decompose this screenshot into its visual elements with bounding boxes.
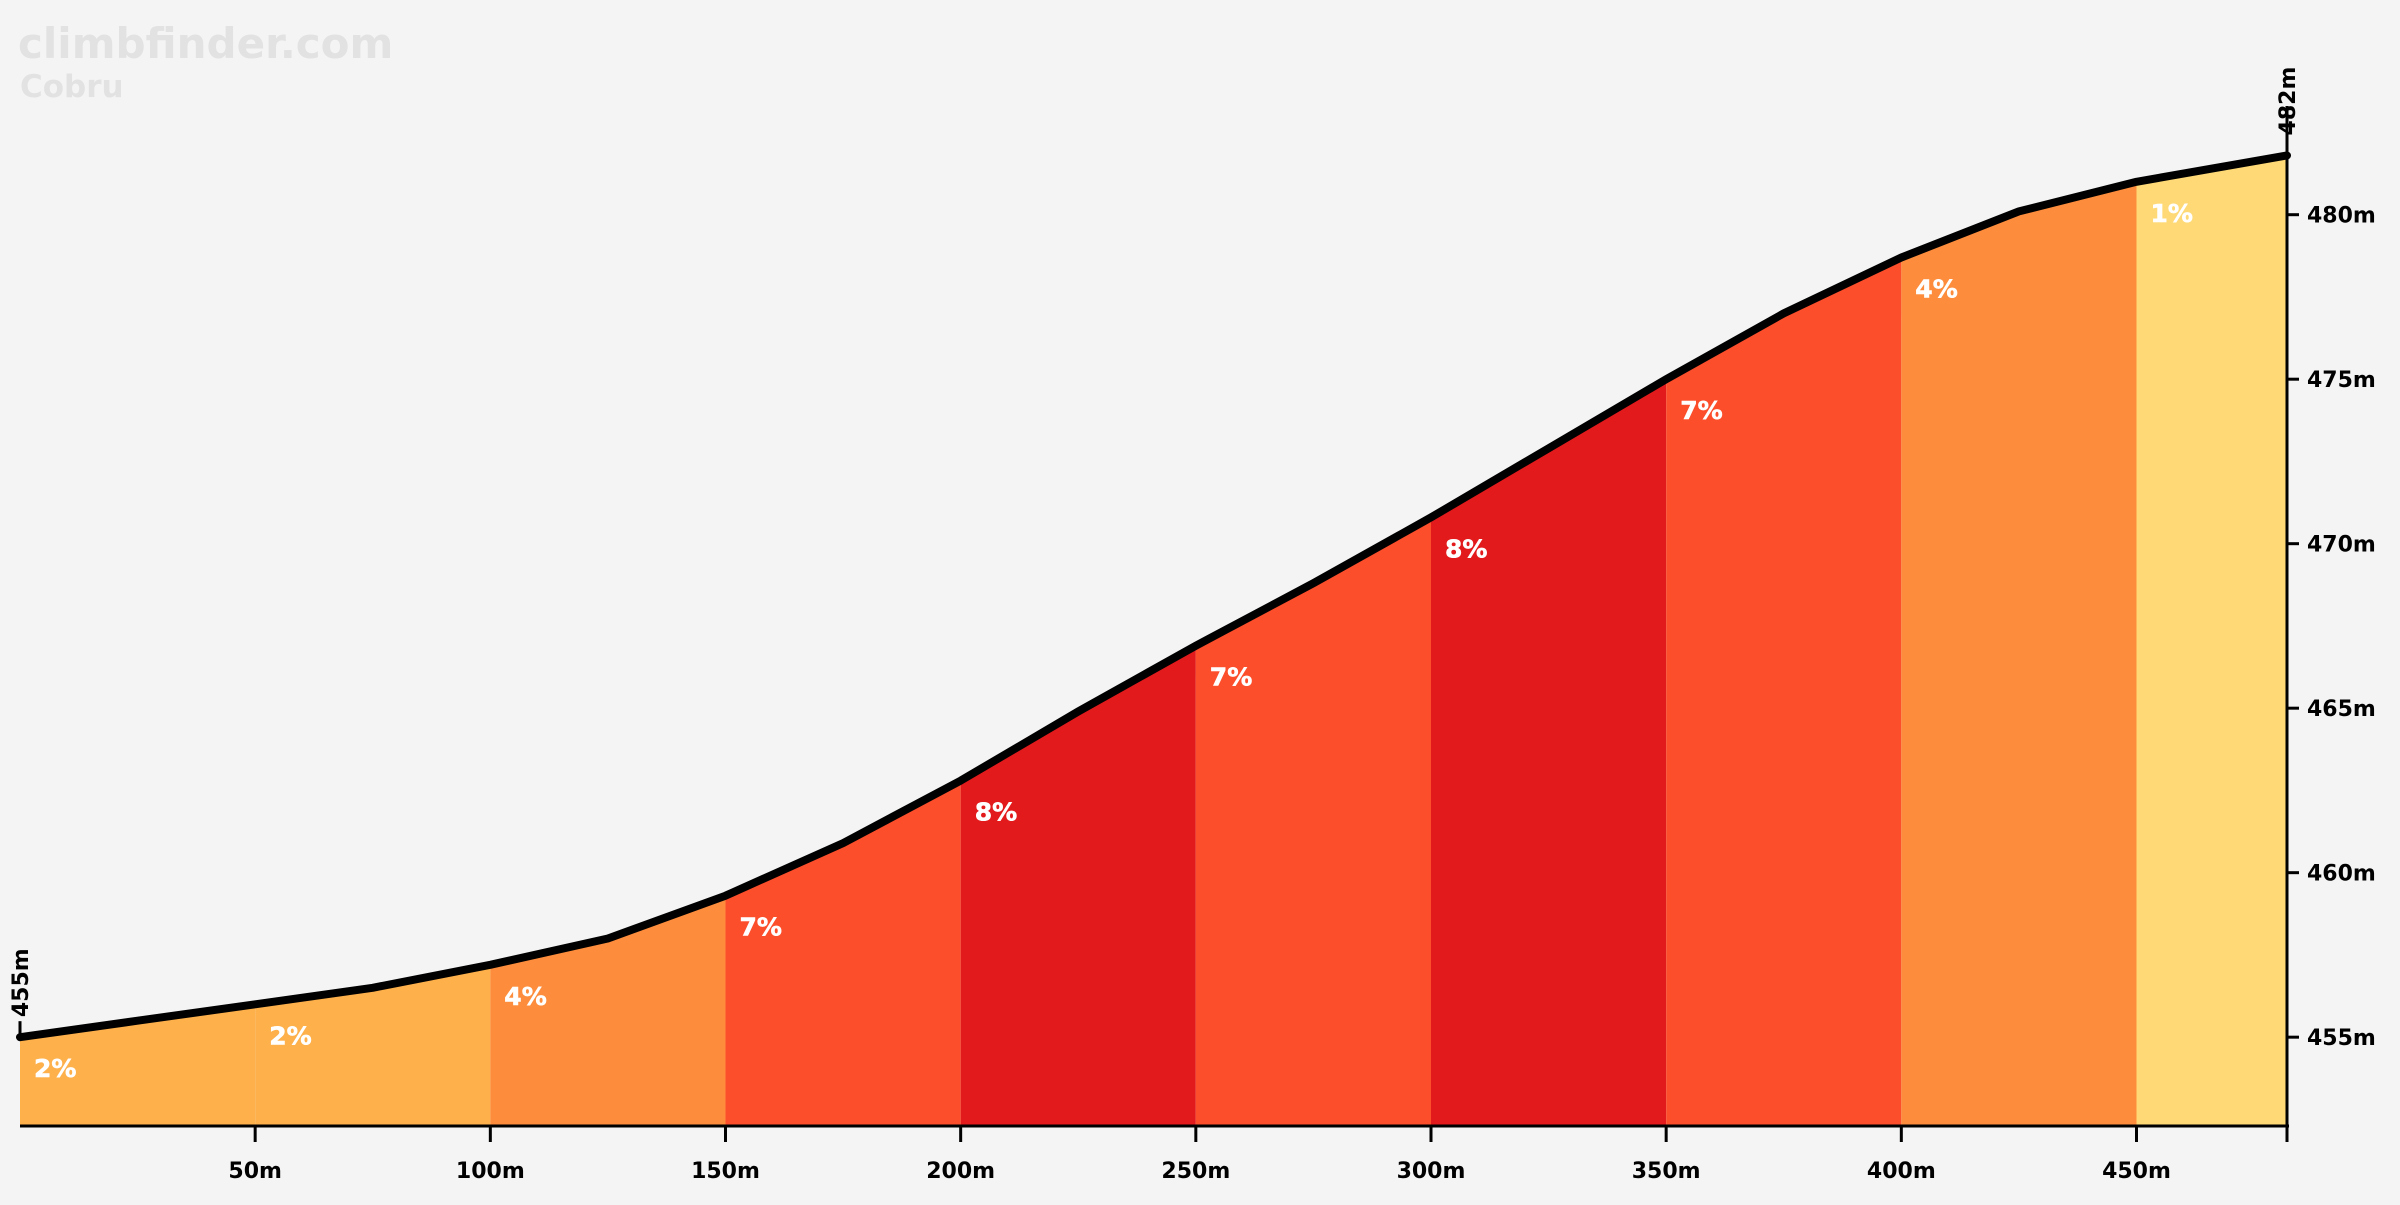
grade-label-5: 8% [975, 798, 1017, 827]
gradient-segment-5 [960, 645, 1196, 1126]
y-tick-label-2: 460m [2307, 862, 2376, 887]
gradient-segment-10 [2136, 155, 2287, 1126]
grade-label-7: 8% [1445, 534, 1487, 563]
y-tick-label-1: 455m [2307, 1026, 2376, 1051]
gradient-segment-9 [1901, 181, 2137, 1127]
x-tick-label-3: 150m [691, 1159, 760, 1184]
x-tick-label-2: 100m [456, 1159, 525, 1184]
axes: 50m 100m 150m 200m 250m 300m 350m 400m 450m 455m 4… [9, 67, 2376, 1184]
x-tick-label-5: 250m [1161, 1159, 1230, 1184]
watermark: climbfinder.com Cobru [18, 19, 393, 105]
x-tick-label-4: 200m [926, 1159, 995, 1184]
gradient-segment-8 [1666, 257, 1902, 1126]
gradient-segment-1 [20, 1004, 256, 1126]
profile-line-layer [16, 151, 2291, 1042]
grade-label-4: 7% [740, 913, 782, 942]
grade-label-1: 2% [34, 1054, 76, 1083]
gradient-segment-3 [490, 895, 726, 1126]
watermark-site: climbfinder.com [18, 19, 393, 68]
y-tick-label-4: 470m [2307, 533, 2376, 558]
x-tick-label-6: 300m [1397, 1159, 1466, 1184]
y-tick-label-3: 465m [2307, 697, 2376, 722]
gradient-segment-2 [255, 964, 491, 1126]
gradient-segment-6 [1195, 517, 1431, 1126]
x-tick-label-9: 450m [2102, 1159, 2171, 1184]
y-tick-label-6: 480m [2307, 204, 2376, 229]
start-elevation-label: 455m [9, 948, 34, 1017]
x-tick-label-7: 350m [1632, 1159, 1701, 1184]
grade-label-8: 7% [1680, 396, 1722, 425]
gradient-segment-4 [725, 780, 961, 1126]
y-tick-label-5: 475m [2307, 368, 2376, 393]
end-elevation-label: 482m [2276, 67, 2301, 136]
grade-label-10: 1% [2151, 199, 2193, 228]
profile-line [16, 151, 2291, 1042]
grade-label-9: 4% [1915, 275, 1957, 304]
watermark-climb-name: Cobru [20, 69, 124, 105]
x-tick-label-1: 50m [228, 1159, 282, 1184]
grade-label-2: 2% [269, 1021, 311, 1050]
x-tick-label-8: 400m [1867, 1159, 1936, 1184]
grade-labels: 2% 2% 4% 7% 8% 7% 8% 7% 4% 1% [34, 199, 2194, 1084]
gradient-segment-7 [1431, 379, 1667, 1126]
grade-label-6: 7% [1210, 663, 1252, 692]
gradient-segments [20, 155, 2287, 1127]
grade-label-3: 4% [504, 982, 546, 1011]
